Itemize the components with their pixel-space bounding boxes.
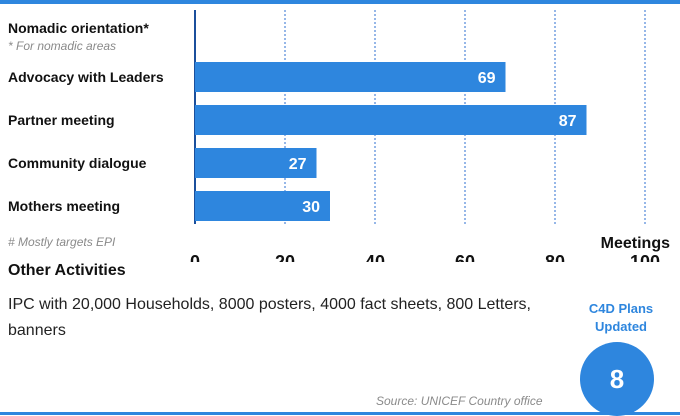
bottom-rule — [0, 412, 680, 415]
bar-value-label: 69 — [478, 70, 496, 87]
other-activities-title: Other Activities — [8, 262, 126, 279]
other-activities-text: IPC with 20,000 Households, 8000 posters… — [8, 296, 531, 339]
x-axis-title: Meetings — [601, 235, 670, 252]
top-rule — [0, 0, 680, 4]
category-label: Community dialogue — [8, 155, 147, 171]
x-tick-label: 100 — [630, 252, 660, 262]
x-tick-label: 60 — [455, 252, 475, 262]
c4d-plans-label: C4D Plans Updated — [566, 300, 676, 336]
x-tick-label: 80 — [545, 252, 565, 262]
x-tick-label: 0 — [190, 252, 200, 262]
x-tick-label: 20 — [275, 252, 295, 262]
c4d-label-line1: C4D Plans — [588, 301, 654, 316]
header-label: Nomadic orientation* — [8, 20, 149, 36]
chart-footnote: # Mostly targets EPI — [8, 235, 116, 249]
x-tick-label: 40 — [365, 252, 385, 262]
bar — [195, 191, 330, 221]
bar — [195, 148, 317, 178]
source-note: Source: UNICEF Country office — [376, 394, 543, 408]
category-label: Partner meeting — [8, 112, 115, 128]
bar — [195, 62, 506, 92]
header-note: * For nomadic areas — [8, 39, 116, 53]
category-label: Mothers meeting — [8, 198, 120, 214]
category-label: Advocacy with Leaders — [8, 69, 164, 85]
c4d-plans-count: 8 — [580, 342, 654, 416]
bar-value-label: 30 — [302, 199, 320, 216]
bar — [195, 105, 587, 135]
bar-value-label: 87 — [559, 113, 577, 130]
meetings-bar-chart: 69 87 27 30 0 20 40 60 80 100 Nomadic orientatio… — [8, 10, 670, 262]
bar-value-label: 27 — [289, 156, 307, 173]
c4d-label-line2: Updated — [595, 319, 647, 334]
